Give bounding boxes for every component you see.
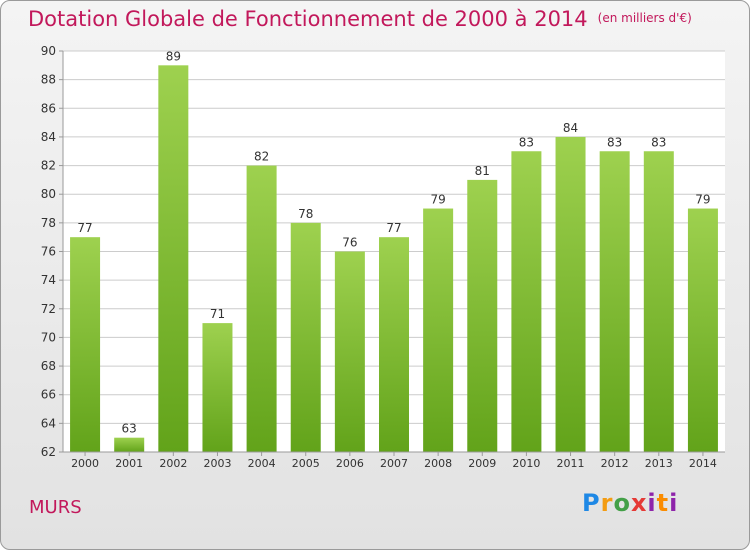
data-label: 71 bbox=[210, 307, 225, 321]
x-tick-label: 2000 bbox=[71, 457, 99, 470]
x-tick-label: 2004 bbox=[248, 457, 276, 470]
x-tick-label: 2001 bbox=[115, 457, 143, 470]
data-label: 77 bbox=[386, 221, 401, 235]
x-tick-label: 2009 bbox=[468, 457, 496, 470]
chart-title-text: Dotation Globale de Fonctionnement de 20… bbox=[28, 7, 588, 31]
y-axis-ticks: 62 64 66 68 70 72 74 76 78 80 82 84 86 88 90 bbox=[41, 44, 63, 459]
data-label: 63 bbox=[122, 422, 137, 436]
data-labels-group: 77 63 89 71 82 78 76 77 79 81 83 84 83 83 79 bbox=[77, 49, 710, 435]
bar bbox=[70, 237, 101, 452]
x-tick-label: 2002 bbox=[159, 457, 187, 470]
x-tick-label: 2008 bbox=[424, 457, 452, 470]
y-tick-label: 88 bbox=[41, 73, 56, 87]
chart-subtitle: (en milliers d'€) bbox=[597, 11, 692, 25]
data-label: 89 bbox=[166, 49, 181, 63]
data-label: 84 bbox=[563, 121, 578, 135]
bar bbox=[687, 208, 718, 452]
data-label: 83 bbox=[607, 135, 622, 149]
y-tick-label: 78 bbox=[41, 216, 56, 230]
y-tick-label: 86 bbox=[41, 101, 56, 115]
commune-name: MURS bbox=[29, 497, 82, 518]
bar bbox=[379, 237, 409, 452]
data-label: 83 bbox=[651, 135, 666, 149]
bar bbox=[643, 151, 674, 452]
y-tick-label: 62 bbox=[41, 445, 56, 459]
data-label: 79 bbox=[695, 193, 710, 207]
data-label: 83 bbox=[519, 135, 534, 149]
x-tick-label: 2006 bbox=[336, 457, 364, 470]
bar bbox=[511, 151, 542, 452]
bar bbox=[202, 323, 233, 452]
bar bbox=[467, 179, 498, 452]
x-tick-label: 2014 bbox=[689, 457, 717, 470]
x-tick-label: 2012 bbox=[601, 457, 629, 470]
data-label: 76 bbox=[342, 236, 357, 250]
x-tick-label: 2010 bbox=[512, 457, 540, 470]
data-label: 81 bbox=[475, 164, 490, 178]
y-tick-label: 66 bbox=[41, 388, 56, 402]
y-tick-label: 68 bbox=[41, 359, 56, 373]
x-tick-label: 2013 bbox=[645, 457, 673, 470]
x-tick-label: 2003 bbox=[203, 457, 231, 470]
y-tick-label: 80 bbox=[41, 187, 56, 201]
y-tick-label: 64 bbox=[41, 416, 56, 430]
x-axis-ticks: 2000 2001 2002 2003 2004 2005 2006 2007 2008 2009… bbox=[71, 452, 717, 470]
bar bbox=[334, 251, 365, 452]
bar bbox=[290, 222, 321, 452]
y-tick-label: 84 bbox=[41, 130, 56, 144]
data-label: 79 bbox=[430, 193, 445, 207]
chart-title: Dotation Globale de Fonctionnement de 20… bbox=[28, 7, 692, 31]
data-label: 82 bbox=[254, 150, 269, 164]
y-tick-label: 70 bbox=[41, 330, 56, 344]
y-tick-label: 82 bbox=[41, 159, 56, 173]
data-label: 77 bbox=[77, 221, 92, 235]
y-tick-label: 90 bbox=[41, 44, 56, 58]
y-tick-label: 72 bbox=[41, 302, 56, 316]
data-label: 78 bbox=[298, 207, 313, 221]
bar bbox=[246, 165, 277, 453]
y-tick-label: 76 bbox=[41, 245, 56, 259]
bar bbox=[599, 151, 630, 452]
bar bbox=[158, 65, 189, 453]
bar bbox=[423, 208, 454, 452]
y-tick-label: 74 bbox=[41, 273, 56, 287]
bar bbox=[114, 437, 145, 452]
x-tick-label: 2011 bbox=[557, 457, 585, 470]
x-tick-label: 2005 bbox=[292, 457, 320, 470]
bar bbox=[555, 136, 586, 452]
x-tick-label: 2007 bbox=[380, 457, 408, 470]
proxiti-logo[interactable]: Proxiti bbox=[582, 489, 679, 517]
bars-group bbox=[70, 65, 718, 453]
